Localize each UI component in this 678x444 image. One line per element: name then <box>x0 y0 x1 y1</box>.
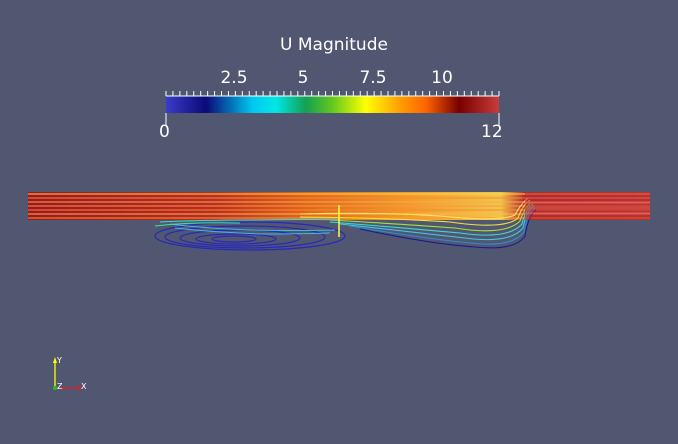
recirculation-vortex <box>154 221 346 251</box>
axes-triad: Y Z X <box>53 356 87 391</box>
colorbar-tick-label: 5 <box>297 68 309 88</box>
colorbar <box>165 91 500 125</box>
colorbar-tick-label: 2.5 <box>220 68 248 88</box>
colorbar-gradient <box>166 96 499 113</box>
z-axis-label: Z <box>57 382 63 391</box>
recirculation-inner <box>169 223 336 235</box>
upstream-streamlines <box>154 219 341 227</box>
outlet-flow-band <box>525 192 650 220</box>
colorbar-tick-label: 10 <box>431 68 453 88</box>
z-axis-dot <box>53 386 57 390</box>
streamlines <box>28 192 650 251</box>
colorbar-max-label: 12 <box>481 122 503 142</box>
y-axis-label: Y <box>56 356 62 365</box>
x-axis-arrow <box>78 386 84 390</box>
colorbar-title: U Magnitude <box>280 35 388 55</box>
outlet-streamlines <box>522 197 650 214</box>
x-axis-label: X <box>81 382 87 391</box>
colorbar-minor-ticks <box>165 91 500 96</box>
colorbar-tick-label: 7.5 <box>359 68 387 88</box>
colorbar-min-label: 0 <box>159 122 170 142</box>
y-axis-arrow <box>53 357 57 363</box>
